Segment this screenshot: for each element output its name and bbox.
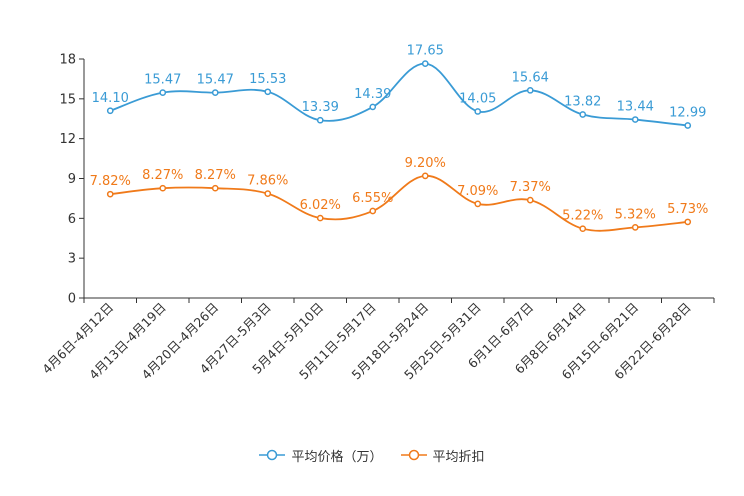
data-label: 7.86% xyxy=(247,174,288,189)
data-point xyxy=(213,186,218,191)
data-point xyxy=(528,88,533,93)
data-label: 15.47 xyxy=(144,73,181,88)
legend-label-discount: 平均折扣 xyxy=(433,446,485,465)
data-point xyxy=(423,173,428,178)
data-label: 9.20% xyxy=(405,156,446,171)
data-label: 7.82% xyxy=(90,174,131,189)
y-tick-label: 6 xyxy=(68,212,76,227)
data-point xyxy=(108,192,113,197)
data-label: 12.99 xyxy=(669,106,706,121)
y-tick-label: 15 xyxy=(59,92,76,107)
data-point xyxy=(265,191,270,196)
data-label: 14.39 xyxy=(354,87,391,102)
data-label: 15.64 xyxy=(512,70,549,85)
y-tick-label: 12 xyxy=(59,132,76,147)
data-point xyxy=(318,118,323,123)
data-point xyxy=(370,104,375,109)
data-point xyxy=(580,112,585,117)
series-price: 14.10 15.47 15.47 15.53 13.39 14.39 17.65 14.05… xyxy=(92,44,707,128)
legend: 平均价格（万） 平均折扣 xyxy=(0,444,744,466)
data-point xyxy=(318,215,323,220)
y-tick-label: 0 xyxy=(68,292,76,307)
data-point xyxy=(633,225,638,230)
legend-line-marker-icon xyxy=(401,449,427,461)
legend-label-price: 平均价格（万） xyxy=(291,446,382,465)
y-tick-label: 9 xyxy=(68,172,76,187)
data-label: 13.82 xyxy=(564,95,601,110)
data-label: 15.47 xyxy=(197,73,234,88)
data-label: 14.10 xyxy=(92,91,129,106)
data-label: 5.22% xyxy=(562,209,603,224)
data-point xyxy=(475,201,480,206)
data-label: 8.27% xyxy=(195,168,236,183)
line-chart: 0 3 6 9 12 15 18 4月6日-4月12日4月13日-4月19日4月20日-4月… xyxy=(0,0,744,496)
data-point xyxy=(685,123,690,128)
data-label: 13.44 xyxy=(617,100,654,115)
data-point xyxy=(160,90,165,95)
series-layer: 14.10 15.47 15.47 15.53 13.39 14.39 17.65 14.05… xyxy=(90,44,709,232)
data-label: 15.53 xyxy=(249,72,286,87)
data-label: 8.27% xyxy=(142,168,183,183)
y-tick-label: 18 xyxy=(59,53,76,68)
data-point xyxy=(528,198,533,203)
data-point xyxy=(580,226,585,231)
data-point xyxy=(160,186,165,191)
data-label: 14.05 xyxy=(459,91,496,106)
data-label: 5.32% xyxy=(615,207,656,222)
data-point xyxy=(265,89,270,94)
legend-item-discount[interactable]: 平均折扣 xyxy=(401,446,485,465)
data-label: 7.37% xyxy=(510,180,551,195)
data-label: 7.09% xyxy=(457,184,498,199)
x-axis: 4月6日-4月12日4月13日-4月19日4月20日-4月26日4月27日-5月… xyxy=(39,298,714,382)
data-point xyxy=(685,219,690,224)
data-point xyxy=(213,90,218,95)
series-discount: 7.82% 8.27% 8.27% 7.86% 6.02% 6.55% 9.20% 7.09%… xyxy=(90,156,709,231)
y-tick-label: 3 xyxy=(68,252,76,267)
data-label: 6.02% xyxy=(300,198,341,213)
legend-item-price[interactable]: 平均价格（万） xyxy=(259,446,382,465)
data-label: 13.39 xyxy=(302,100,339,115)
data-point xyxy=(108,108,113,113)
data-label: 6.55% xyxy=(352,191,393,206)
data-point xyxy=(633,117,638,122)
data-point xyxy=(423,61,428,66)
data-point xyxy=(370,208,375,213)
legend-line-marker-icon xyxy=(259,449,285,461)
data-label: 17.65 xyxy=(407,44,444,59)
data-point xyxy=(475,109,480,114)
y-axis: 0 3 6 9 12 15 18 xyxy=(59,53,84,307)
data-label: 5.73% xyxy=(667,202,708,217)
